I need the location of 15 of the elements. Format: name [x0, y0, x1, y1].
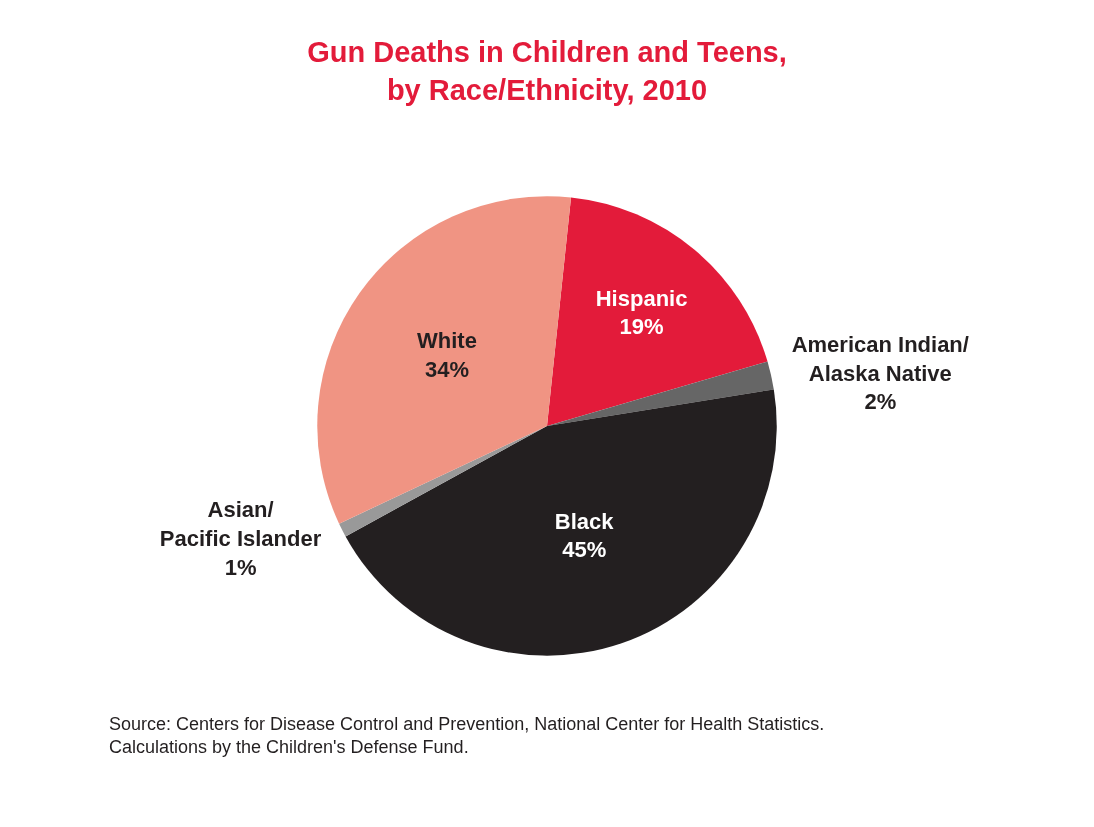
data-label: 19%	[619, 314, 664, 340]
pie-slice	[547, 361, 774, 426]
data-label: 45%	[562, 537, 607, 563]
chart-title: Gun Deaths in Children and Teens, by Race/Ethnicity, 2010	[307, 36, 787, 106]
slice-label: Hispanic	[595, 285, 688, 311]
data-label: 2%	[864, 389, 897, 415]
data-label: 34%	[424, 356, 469, 382]
data-label: 1%	[224, 554, 257, 580]
pie-slice	[547, 197, 768, 426]
slice-label: American Indian/ Alaska Native	[791, 332, 969, 386]
source-note: Source: Centers for Disease Control and Prevention, National Center for Health Statistics. Calculations by the Children's Defense Fund.	[109, 714, 825, 758]
slice-label: Black	[554, 508, 615, 534]
pie-slice	[345, 389, 777, 656]
slice-label: White	[416, 327, 477, 353]
slice-label: Asian/ Pacific Islander	[159, 497, 322, 552]
